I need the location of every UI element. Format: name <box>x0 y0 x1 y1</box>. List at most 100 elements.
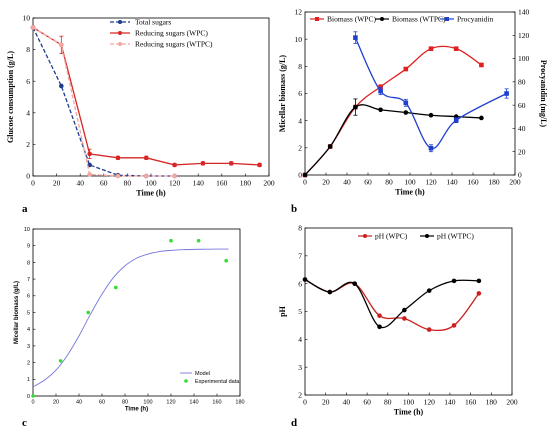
x-tick-label: 140 <box>193 179 205 188</box>
data-point <box>451 278 457 284</box>
panel-label-c: c <box>22 417 27 429</box>
y-tick-label: 8 <box>298 62 302 71</box>
x-tick-label: 80 <box>385 178 393 187</box>
data-point <box>224 258 228 263</box>
data-point <box>30 25 36 30</box>
x-tick-label: 20 <box>53 179 61 188</box>
data-point <box>172 173 177 179</box>
x-tick-label: 60 <box>99 400 105 406</box>
x-tick-label: 180 <box>488 178 500 187</box>
data-point <box>31 394 35 398</box>
legend-marker <box>315 17 319 21</box>
y-right-tick-label: 80 <box>518 77 526 86</box>
x-axis-label: Time (h) <box>136 189 166 198</box>
x-tick-label: 20 <box>53 400 59 406</box>
data-point <box>479 62 484 68</box>
legend-label: Reducing sugars (WTPC) <box>135 40 213 49</box>
series-line <box>32 26 175 177</box>
data-point <box>87 162 92 168</box>
y-axis-label: Glucose consumption (g/L) <box>6 51 15 143</box>
x-tick-label: 200 <box>509 178 521 187</box>
x-tick-label: 140 <box>444 398 456 407</box>
x-tick-label: 80 <box>124 179 132 188</box>
data-point <box>428 46 434 51</box>
data-point <box>87 151 92 157</box>
y-tick-label: 2 <box>298 143 302 152</box>
x-tick-label: 80 <box>384 398 392 407</box>
y-tick-label: 9 <box>27 244 30 250</box>
series-1 <box>31 238 228 398</box>
legend-marker <box>118 31 122 35</box>
x-tick-label: 40 <box>76 400 82 406</box>
y-right-tick-label: 0 <box>518 171 522 180</box>
y-tick-label: 0 <box>26 172 30 181</box>
y-tick-label: 1 <box>27 377 30 383</box>
x-axis-label: Time (h) <box>395 188 425 197</box>
data-point <box>59 42 64 48</box>
x-tick-label: 20 <box>322 178 330 187</box>
y-tick-label: 0 <box>298 171 302 180</box>
legend-marker <box>380 17 384 21</box>
x-tick-label: 160 <box>465 398 477 407</box>
data-point <box>476 291 482 296</box>
y-right-tick-label: 100 <box>518 54 530 63</box>
data-point <box>196 238 201 243</box>
data-point <box>143 173 149 179</box>
data-point <box>302 172 308 178</box>
data-point <box>353 104 358 110</box>
data-point <box>86 310 90 315</box>
y-tick-label: 4 <box>26 108 30 117</box>
chart-panel-a: 0 20 40 60 80 100 120 140 160 180 200 0 2 4 6 8 10 Time (… <box>6 14 275 198</box>
data-point <box>479 115 484 121</box>
x-tick-label: 40 <box>343 398 351 407</box>
y-tick-label: 2 <box>298 391 302 400</box>
data-point <box>353 35 358 40</box>
legend-marker <box>445 17 449 21</box>
y-tick-label: 10 <box>295 35 303 44</box>
data-point <box>228 161 234 166</box>
y-tick-label: 4 <box>298 335 302 344</box>
y-tick-label: 7 <box>298 251 302 260</box>
x-tick-label: 60 <box>364 178 372 187</box>
y-tick-label: 6 <box>298 89 302 98</box>
x-tick-label: 40 <box>343 178 351 187</box>
panel-label-d: d <box>291 417 297 429</box>
series-0 <box>302 277 482 332</box>
legend-label: Procyanidin <box>457 15 493 24</box>
y-tick-label: 3 <box>27 344 30 350</box>
data-point <box>453 117 459 123</box>
x-tick-label: 180 <box>240 179 252 188</box>
y-tick-label: 8 <box>27 260 30 266</box>
data-point <box>115 155 121 161</box>
y-right-tick-label: 60 <box>518 101 526 110</box>
chart-panel-c: 0 20 40 60 80 100 120 140 160 180 0 1 2 3 4 5 6 7 8 9 10 Time… <box>14 227 245 412</box>
x-tick-label: 100 <box>145 179 157 188</box>
x-tick-label: 180 <box>486 398 498 407</box>
legend-label: Experimental data <box>195 379 240 385</box>
data-point <box>402 316 407 321</box>
series-2 <box>30 25 177 179</box>
series-1 <box>302 98 484 178</box>
x-tick-label: 120 <box>166 400 175 406</box>
x-tick-label: 0 <box>303 178 307 187</box>
series-line <box>354 37 507 149</box>
panel-label-b: b <box>291 203 297 215</box>
data-point <box>257 162 262 168</box>
series-0 <box>302 45 484 178</box>
data-point <box>200 161 206 166</box>
legend: Model Experimental data <box>180 371 240 385</box>
y-right-tick-label: 20 <box>518 147 526 156</box>
series-line <box>32 27 175 177</box>
x-axis-label: Time (h) <box>394 408 424 417</box>
data-point <box>378 84 383 90</box>
x-tick-label: 0 <box>303 398 307 407</box>
y-tick-label: 12 <box>295 8 303 17</box>
data-point <box>428 145 434 151</box>
chart-panel-b: 0 20 40 60 80 100 120 140 160 180 2000246810120204… <box>278 8 548 197</box>
x-tick-label: 120 <box>425 178 437 187</box>
data-point <box>426 288 432 293</box>
data-point <box>59 83 64 89</box>
x-tick-label: 180 <box>235 400 244 406</box>
x-tick-label: 160 <box>467 178 479 187</box>
